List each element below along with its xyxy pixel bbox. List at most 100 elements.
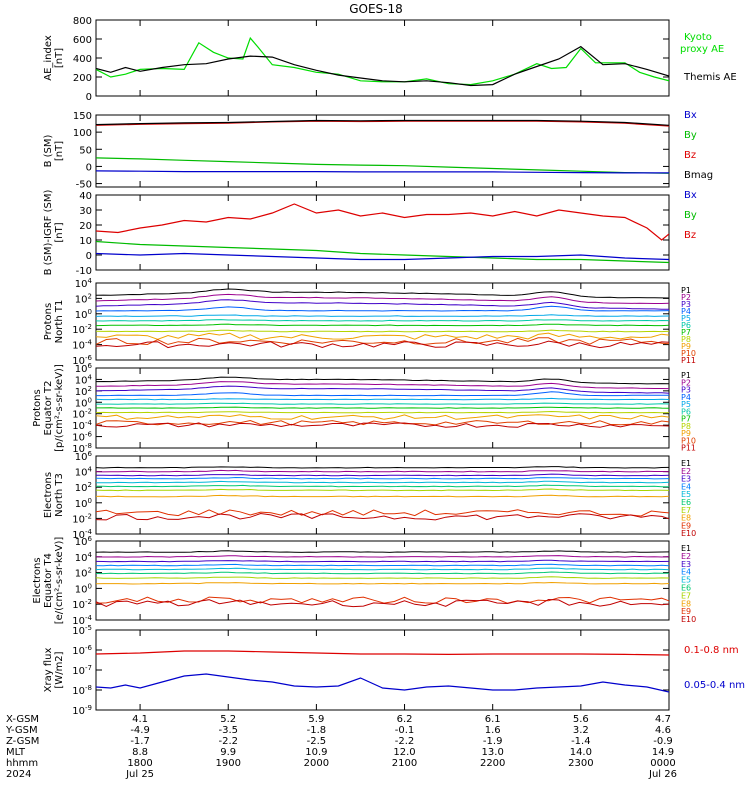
- channel-label: E2: [681, 467, 691, 476]
- y-tick-label: 10-2: [72, 512, 92, 525]
- y-tick-label: 10-2: [72, 598, 92, 611]
- channel-label: E1: [681, 459, 691, 468]
- ephemeris-mlt: 13.0: [482, 747, 504, 758]
- channel-label: P2: [681, 293, 691, 302]
- ephemeris-xgsm: 5.6: [573, 714, 589, 725]
- legend-bx: Bx: [684, 190, 697, 201]
- legend-bmag: Bmag: [684, 170, 713, 181]
- channel-label: P10: [681, 349, 696, 358]
- ephemeris-row-label: MLT: [6, 747, 26, 758]
- channel-p9-line: [96, 414, 669, 420]
- y-axis-label: Electrons: [43, 472, 54, 518]
- y-tick-label: 104: [75, 277, 93, 290]
- ephemeris-zgsm: -2.5: [307, 736, 327, 747]
- y-tick-label: 10-2: [72, 408, 92, 421]
- y-tick-label: 102: [75, 567, 92, 580]
- y-axis-label: North T3: [54, 473, 65, 517]
- y-axis-label: B (SM): [43, 134, 54, 167]
- panel-frame: [95, 282, 670, 361]
- channel-label: P7: [681, 328, 691, 337]
- legend-bx: Bx: [684, 110, 697, 121]
- channel-label: P1: [681, 371, 691, 380]
- ephemeris-xgsm: 6.2: [397, 714, 413, 725]
- series-line: [96, 240, 669, 264]
- y-axis-label: [nT]: [54, 141, 65, 161]
- ephemeris-xgsm: 5.2: [220, 714, 236, 725]
- y-axis-label: [nT]: [54, 222, 65, 242]
- y-tick-label: 102: [75, 481, 92, 494]
- y-tick-label: 106: [75, 535, 93, 548]
- ephemeris-ygsm: -4.9: [130, 725, 150, 736]
- channel-e9-line: [96, 509, 669, 517]
- y-tick-label: 10-4: [72, 614, 92, 627]
- channel-e4-line: [96, 476, 669, 480]
- channel-label: P3: [681, 386, 691, 395]
- series-line: [96, 119, 669, 126]
- ephemeris-ygsm: -0.1: [395, 725, 415, 736]
- channel-label: P5: [681, 314, 691, 323]
- series-line: [96, 673, 669, 693]
- panel-bdiff: -10 0 10 20 30 40 B (SM)-IGRF (SM) [nT] Bx By Bz: [43, 190, 697, 277]
- channel-p7-line: [96, 406, 669, 409]
- y-tick-label: 400: [73, 54, 92, 65]
- y-tick-label: 10: [79, 236, 92, 247]
- y-axis-label: Protons: [32, 389, 43, 426]
- ephemeris-zgsm: -1.9: [483, 736, 503, 747]
- channel-label: P3: [681, 300, 691, 309]
- ephemeris-hhmm: 2000: [304, 758, 329, 769]
- y-tick-label: 10-6: [72, 354, 92, 367]
- channel-label: E7: [681, 591, 691, 600]
- ephemeris-xgsm: 6.1: [485, 714, 501, 725]
- y-tick-label: 10-8: [72, 442, 92, 455]
- legend-by: By: [684, 210, 697, 221]
- ephemeris-hhmm: 0000: [650, 758, 675, 769]
- legend-kyoto: proxy AE: [680, 44, 724, 55]
- y-tick-label: 10-6: [72, 644, 92, 657]
- channel-e2-line: [96, 555, 669, 558]
- channel-label: P4: [681, 393, 691, 402]
- y-tick-label: 100: [73, 128, 92, 139]
- y-tick-label: 0: [86, 251, 92, 262]
- channel-label: P8: [681, 335, 691, 344]
- channel-label: P9: [681, 429, 691, 438]
- y-tick-label: -10: [76, 266, 92, 277]
- channel-p11-line: [96, 422, 669, 428]
- y-axis-label: [W/m2]: [54, 651, 65, 688]
- ephemeris-ygsm: 1.6: [485, 725, 501, 736]
- ephemeris-zgsm: -1.4: [571, 736, 591, 747]
- channel-p10-line: [96, 337, 669, 346]
- channel-label: E8: [681, 514, 691, 523]
- y-tick-label: 150: [73, 111, 92, 122]
- y-tick-label: 10-2: [72, 323, 92, 336]
- channel-label: E6: [681, 498, 691, 507]
- series-line: [96, 170, 669, 174]
- channel-label: E2: [681, 552, 691, 561]
- ephemeris-ygsm: 4.6: [655, 725, 671, 736]
- y-tick-label: 100: [75, 396, 92, 409]
- channel-p11-line: [96, 340, 669, 349]
- channel-label: E10: [681, 615, 696, 624]
- channel-p8-line: [96, 410, 669, 414]
- channel-label: E4: [681, 568, 691, 577]
- y-tick-label: 0: [86, 92, 92, 103]
- legend-bz: Bz: [684, 150, 696, 161]
- channel-e5-line: [96, 567, 669, 571]
- channel-e7-line: [96, 488, 669, 492]
- y-tick-label: 40: [79, 191, 92, 202]
- panel-frame: [95, 19, 670, 97]
- panel-e_t4: Electrons Equator T4 [e/(cm²-s-sr-keV)] E1E…: [32, 537, 696, 625]
- y-tick-label: 600: [73, 35, 92, 46]
- ephemeris-date: Jul 26: [648, 769, 677, 780]
- y-tick-label: 10-4: [72, 419, 92, 432]
- y-tick-label: 10-8: [72, 684, 92, 697]
- channel-e1-line: [96, 466, 669, 469]
- channel-e10-line: [96, 512, 669, 521]
- y-tick-label: 106: [75, 450, 93, 463]
- ephemeris-row-label: Z-GSM: [6, 736, 39, 747]
- ephemeris-hhmm: 2300: [568, 758, 593, 769]
- channel-label: E5: [681, 576, 691, 585]
- channel-p1-line: [96, 288, 669, 299]
